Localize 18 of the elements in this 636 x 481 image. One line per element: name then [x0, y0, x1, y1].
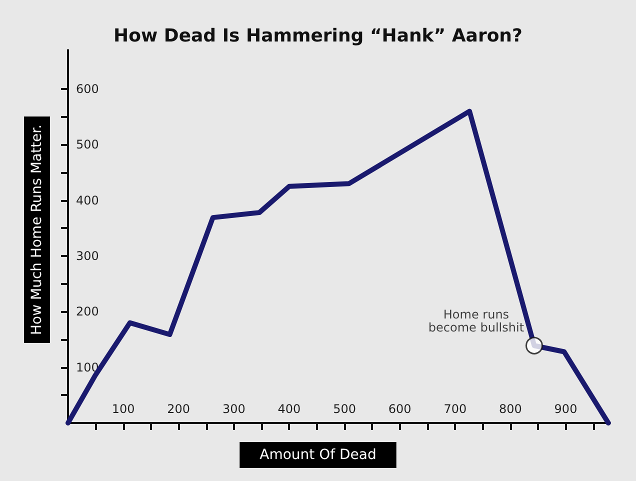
x-tick-label: 500 — [333, 402, 356, 416]
y-tick-label: 400 — [76, 193, 99, 208]
y-tick-label: 600 — [76, 82, 99, 96]
y-tick-label: 500 — [76, 138, 99, 152]
x-tick-label: 700 — [444, 402, 467, 416]
annotation: Home runs become bullshit — [428, 307, 524, 334]
y-tick-label: 200 — [76, 304, 99, 319]
x-tick-label: 800 — [498, 402, 522, 416]
x-tick-label: 900 — [554, 402, 578, 416]
x-tick-label: 600 — [388, 402, 412, 416]
x-tick-label: 400 — [278, 402, 301, 416]
y-tick-label: 300 — [76, 248, 99, 263]
x-tick-label: 300 — [222, 402, 246, 416]
x-axis-title: Amount Of Dead — [260, 447, 376, 463]
x-tick-label: 100 — [112, 402, 135, 416]
chart-title: How Dead Is Hammering “Hank” Aaron? — [114, 26, 522, 46]
y-axis-title: How Much Home Runs Matter. — [29, 124, 45, 335]
x-tick-label: 200 — [167, 402, 190, 416]
